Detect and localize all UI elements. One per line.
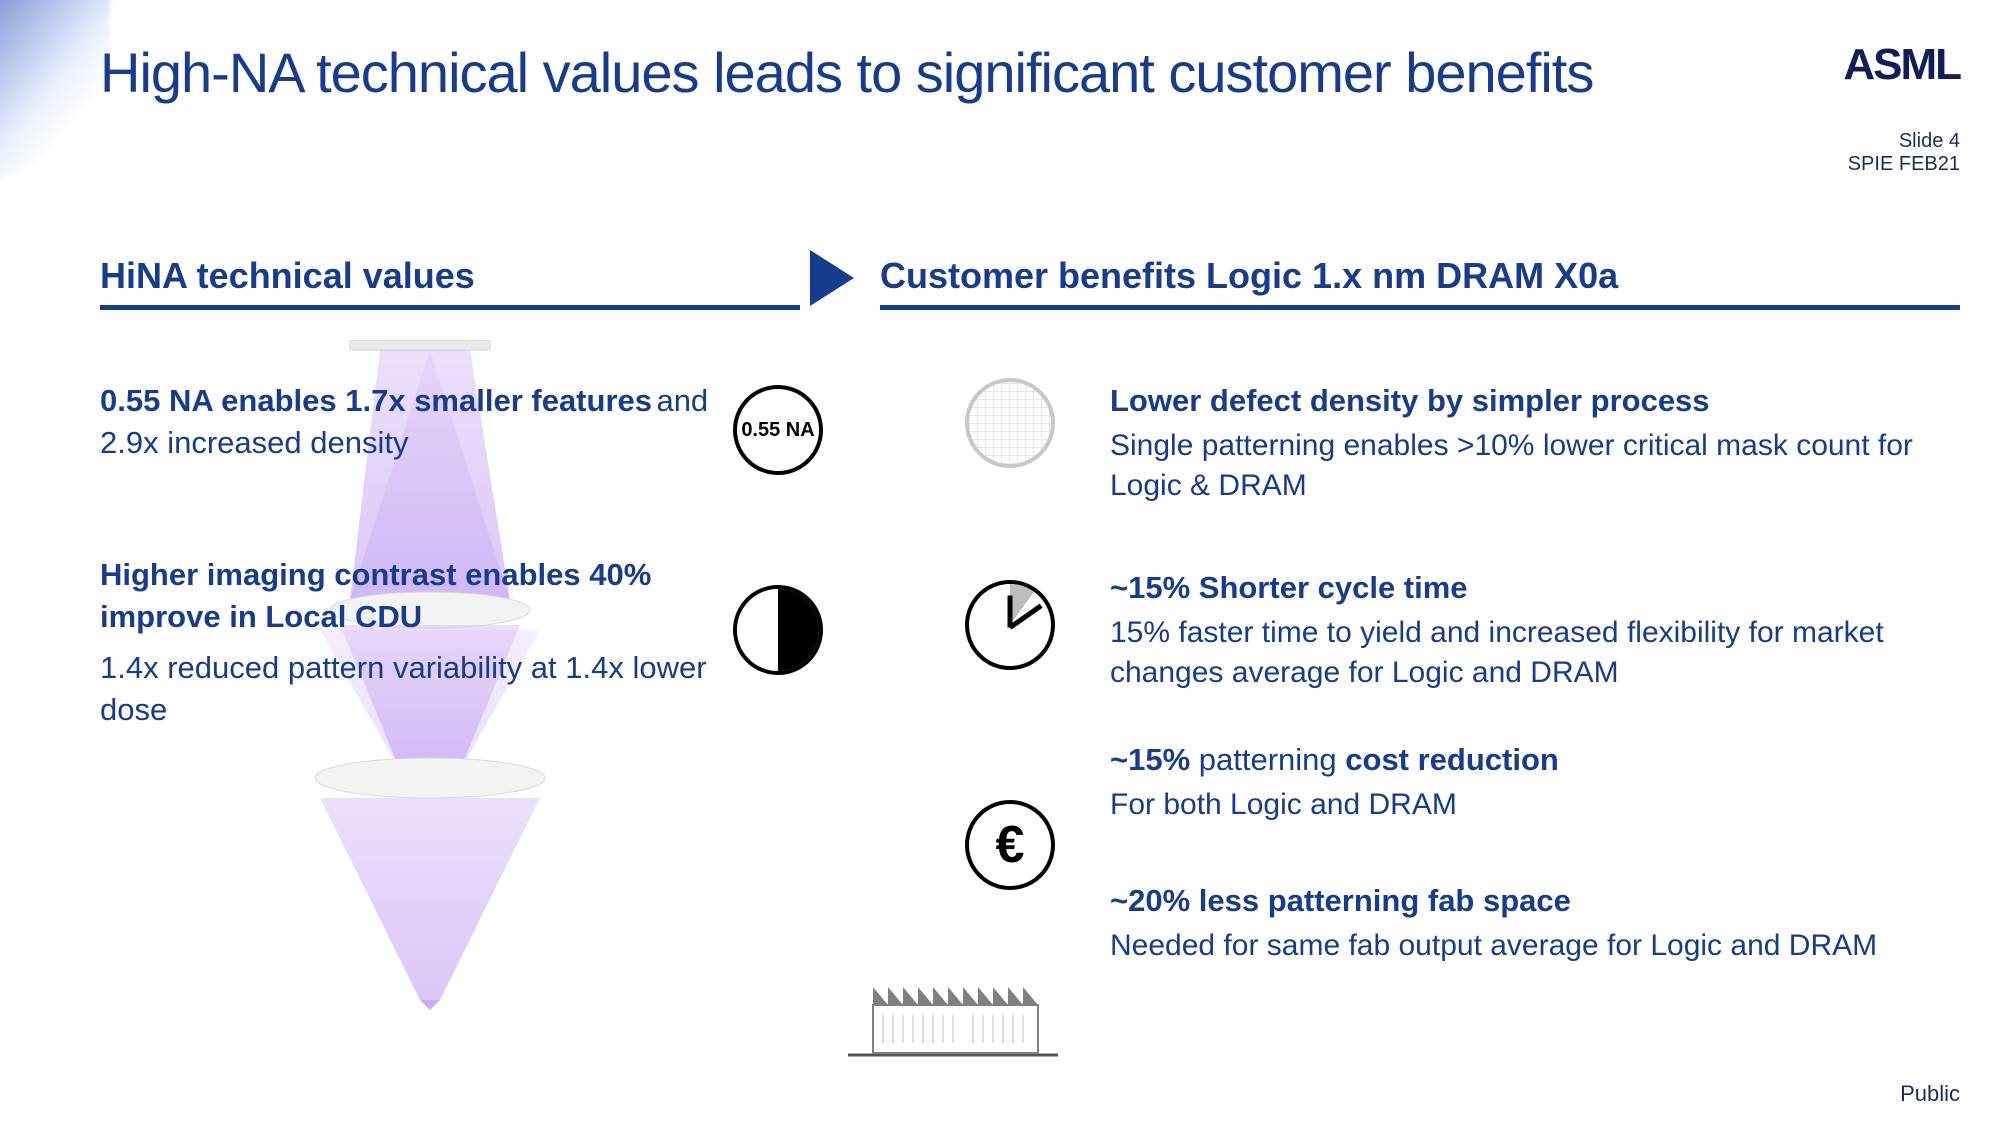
wafer-grid-graphic — [969, 382, 1051, 464]
na-label-icon: 0.55 NA — [733, 385, 823, 475]
benefit-item: ~20% less patterning fab space Needed fo… — [1110, 880, 1970, 966]
tv-bold-text: 0.55 NA enables 1.7x smaller features — [100, 383, 652, 418]
tv-bold-text: Higher imaging contrast enables 40% impr… — [100, 554, 720, 638]
benefit-bold-post: cost reduction — [1345, 742, 1559, 777]
euro-symbol: € — [996, 815, 1025, 875]
tv-regular-text: 1.4x reduced pattern variability at 1.4x… — [100, 647, 720, 731]
benefit-bold-pre: ~15% — [1110, 742, 1199, 777]
benefit-regular: For both Logic and DRAM — [1110, 785, 1970, 826]
factory-icon — [848, 965, 1058, 1060]
technical-value-item: Higher imaging contrast enables 40% impr… — [100, 554, 720, 731]
arrow-icon — [810, 250, 854, 306]
asml-logo: ASML — [1843, 40, 1960, 90]
benefit-bold: ~20% less patterning fab space — [1110, 880, 1970, 922]
benefit-mixed-line: ~15% patterning cost reduction — [1110, 739, 1970, 781]
benefit-item: ~15% patterning cost reduction For both … — [1110, 739, 1970, 825]
clock-graphic — [969, 584, 1051, 666]
benefit-regular: 15% faster time to yield and increased f… — [1110, 613, 1970, 694]
left-section-heading: HiNA technical values — [100, 255, 800, 310]
benefit-bold: Lower defect density by simpler process — [1110, 380, 1970, 422]
contrast-half-icon — [733, 585, 823, 675]
footer-classification: Public — [1900, 1081, 1960, 1107]
slide-title: High-NA technical values leads to signif… — [100, 40, 1593, 105]
benefit-regular: Needed for same fab output average for L… — [1110, 926, 1970, 967]
right-section-heading: Customer benefits Logic 1.x nm DRAM X0a — [880, 255, 1960, 310]
na-label-text: 0.55 NA — [741, 419, 814, 442]
clock-icon — [965, 580, 1055, 670]
technical-value-item: 0.55 NA enables 1.7x smaller features an… — [100, 380, 720, 464]
event-label: SPIE FEB21 — [1848, 153, 1960, 176]
customer-benefits-column: Lower defect density by simpler process … — [1110, 380, 1970, 1011]
slide-meta: Slide 4 SPIE FEB21 — [1848, 130, 1960, 176]
slide-number: Slide 4 — [1848, 130, 1960, 153]
half-circle-graphic — [737, 589, 819, 671]
benefit-plain-mid: patterning — [1199, 742, 1346, 777]
benefit-regular: Single patterning enables >10% lower cri… — [1110, 426, 1970, 507]
euro-icon: € — [965, 800, 1055, 890]
technical-values-column: 0.55 NA enables 1.7x smaller features an… — [100, 380, 720, 801]
wafer-grid-icon — [965, 378, 1055, 468]
benefit-item: Lower defect density by simpler process … — [1110, 380, 1970, 507]
benefit-item: ~15% Shorter cycle time 15% faster time … — [1110, 567, 1970, 694]
corner-accent-graphic — [0, 0, 110, 185]
title-bar: High-NA technical values leads to signif… — [100, 40, 1960, 105]
benefit-bold: ~15% Shorter cycle time — [1110, 567, 1970, 609]
